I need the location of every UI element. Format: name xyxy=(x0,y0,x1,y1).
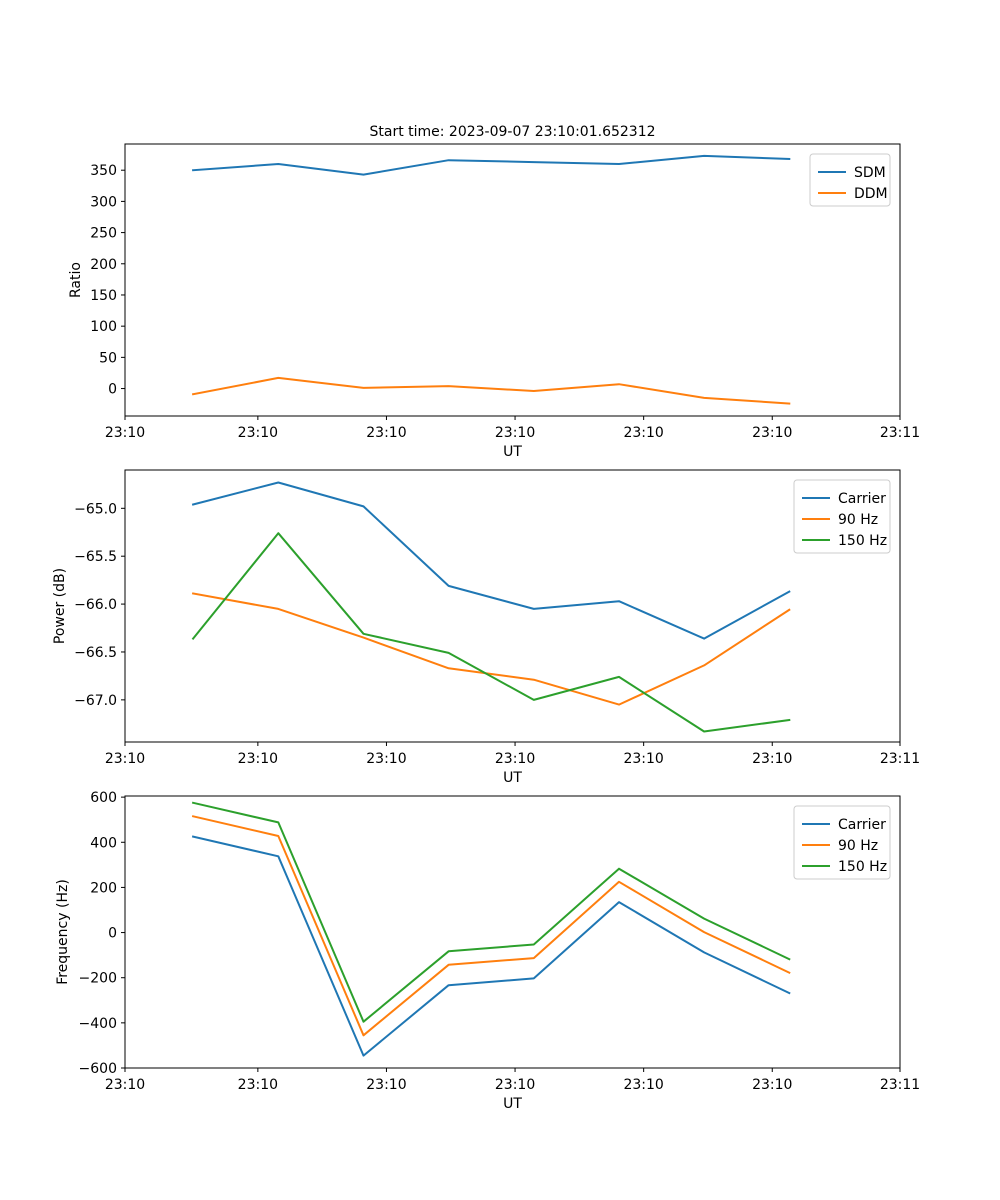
frequency-x-tick-label: 23:10 xyxy=(495,1077,535,1093)
power-series-carrier xyxy=(191,481,791,640)
ratio-axes-frame xyxy=(124,143,901,417)
power-series-90-hz xyxy=(191,592,791,706)
frequency-y-tick-label: 0 xyxy=(108,926,117,942)
power-legend-label: 90 Hz xyxy=(838,512,878,528)
frequency-x-tick-label: 23:11 xyxy=(880,1077,920,1093)
power-legend: Carrier 90 Hz 150 Hz xyxy=(793,479,891,554)
frequency-x-tick-label: 23:10 xyxy=(105,1077,145,1093)
power-x-tick-label: 23:11 xyxy=(880,751,920,767)
frequency-y-tick-label: −200 xyxy=(79,971,117,987)
power-legend-label: Carrier xyxy=(838,491,886,507)
frequency-y-tick-label: −600 xyxy=(79,1061,117,1077)
frequency-legend-label: 90 Hz xyxy=(838,838,878,854)
frequency-axes-frame xyxy=(124,795,901,1069)
power-y-tick-label: −65.5 xyxy=(74,549,117,565)
power-x-tick-label: 23:10 xyxy=(105,751,145,767)
frequency-y-tick-label: 200 xyxy=(90,880,117,896)
power-x-tick-label: 23:10 xyxy=(366,751,406,767)
frequency-legend: Carrier 90 Hz 150 Hz xyxy=(793,805,891,880)
frequency-x-tick-label: 23:10 xyxy=(752,1077,792,1093)
frequency-series-carrier xyxy=(191,835,791,1057)
ratio-x-axis-label: UT xyxy=(503,444,522,460)
power-y-tick-label: −67.0 xyxy=(74,693,117,709)
frequency-x-tick-label: 23:10 xyxy=(238,1077,278,1093)
frequency-panel: 23:10 23:10 23:10 23:10 23:10 23:10 23:11 600 40… xyxy=(55,790,920,1112)
power-x-tick-label: 23:10 xyxy=(623,751,663,767)
frequency-series-90-hz xyxy=(191,815,791,1037)
ratio-series-ddm xyxy=(191,376,791,405)
frequency-y-tick-label: 600 xyxy=(90,790,117,806)
power-y-tick-label: −66.5 xyxy=(74,645,117,661)
ratio-y-tick-label: 150 xyxy=(90,288,117,304)
power-legend-label: 150 Hz xyxy=(838,533,887,549)
ratio-x-tick-label: 23:11 xyxy=(880,425,920,441)
ratio-y-tick-label: 350 xyxy=(90,163,117,179)
ratio-legend-label: DDM xyxy=(854,186,888,202)
ratio-x-tick-label: 23:10 xyxy=(495,425,535,441)
frequency-x-axis-label: UT xyxy=(503,1096,522,1112)
frequency-x-tick-label: 23:10 xyxy=(623,1077,663,1093)
power-axes-frame xyxy=(124,469,901,743)
ratio-x-tick-label: 23:10 xyxy=(366,425,406,441)
frequency-y-tick-label: 400 xyxy=(90,835,117,851)
power-panel: 23:10 23:10 23:10 23:10 23:10 23:10 23:11 −65.0… xyxy=(52,469,920,786)
power-y-tick-label: −65.0 xyxy=(74,501,117,517)
ratio-x-tick-label: 23:10 xyxy=(623,425,663,441)
frequency-legend-label: Carrier xyxy=(838,817,886,833)
frequency-legend-label: 150 Hz xyxy=(838,859,887,875)
ratio-x-tick-label: 23:10 xyxy=(752,425,792,441)
ratio-x-tick-label: 23:10 xyxy=(105,425,145,441)
frequency-y-tick-label: −400 xyxy=(79,1016,117,1032)
ratio-y-tick-label: 200 xyxy=(90,257,117,273)
ratio-panel: Start time: 2023-09-07 23:10:01.652312 23… xyxy=(68,124,920,460)
ratio-legend: SDM DDM xyxy=(809,153,891,207)
ratio-y-axis-label: Ratio xyxy=(68,262,84,298)
ratio-series-sdm xyxy=(192,154,791,176)
ratio-y-tick-label: 100 xyxy=(90,319,117,335)
ratio-y-tick-label: 50 xyxy=(99,350,117,366)
ratio-title: Start time: 2023-09-07 23:10:01.652312 xyxy=(369,124,655,140)
frequency-y-axis-label: Frequency (Hz) xyxy=(55,879,71,985)
power-x-axis-label: UT xyxy=(503,770,522,786)
power-y-axis-label: Power (dB) xyxy=(52,568,68,644)
power-series-150-hz xyxy=(191,532,791,733)
power-y-tick-label: −66.0 xyxy=(74,597,117,613)
frequency-series-150-hz xyxy=(191,801,791,1023)
ratio-y-tick-label: 250 xyxy=(90,226,117,242)
frequency-x-tick-label: 23:10 xyxy=(366,1077,406,1093)
ratio-x-tick-label: 23:10 xyxy=(238,425,278,441)
power-x-tick-label: 23:10 xyxy=(752,751,792,767)
ratio-legend-label: SDM xyxy=(854,165,886,181)
ratio-y-tick-label: 0 xyxy=(108,382,117,398)
ratio-y-tick-label: 300 xyxy=(90,194,117,210)
power-x-tick-label: 23:10 xyxy=(238,751,278,767)
power-x-tick-label: 23:10 xyxy=(495,751,535,767)
